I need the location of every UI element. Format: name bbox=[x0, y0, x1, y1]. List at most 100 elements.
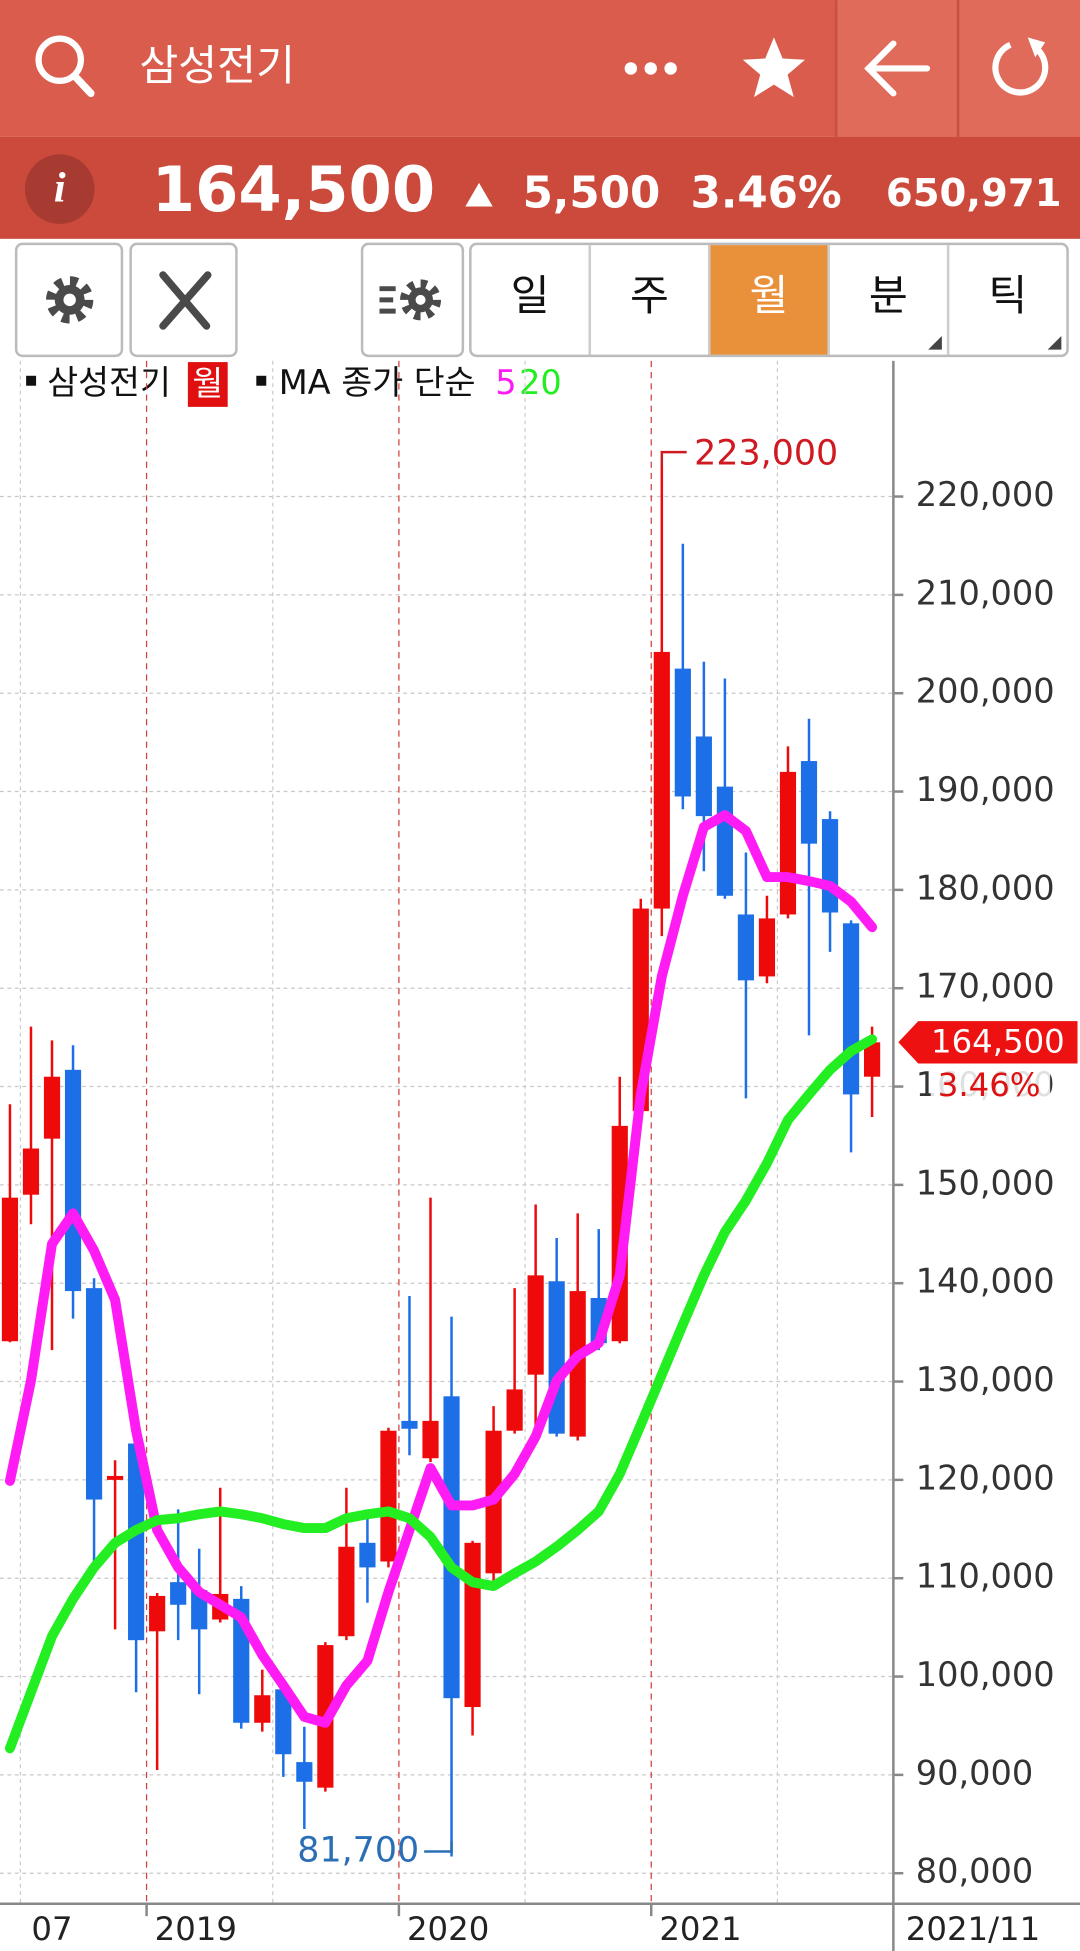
period-button[interactable]: 일 bbox=[511, 271, 550, 320]
current-price: 164,500 bbox=[152, 153, 435, 226]
plot-area bbox=[1, 467, 881, 1857]
x-tick-label: 2020 bbox=[407, 1910, 489, 1948]
candle-body bbox=[443, 1396, 460, 1699]
moving-average-line bbox=[4, 1034, 878, 1754]
chart: 80,000 90,000 100,000 110,000 120,000 130,000… bbox=[0, 360, 1080, 1951]
candle-body bbox=[758, 918, 776, 977]
legend-marker bbox=[256, 375, 267, 386]
candle-body bbox=[569, 1291, 586, 1437]
y-tick-label: 140,000 bbox=[916, 1262, 1055, 1301]
candle-body bbox=[695, 736, 712, 817]
min-label: 81,700 bbox=[297, 1831, 419, 1871]
period-selected-bg bbox=[709, 245, 829, 355]
legend-marker bbox=[26, 375, 37, 386]
candle-body bbox=[800, 761, 818, 844]
period-button[interactable]: 월 bbox=[749, 271, 788, 320]
y-tick-label: 120,000 bbox=[916, 1458, 1055, 1497]
candle-body bbox=[22, 1148, 40, 1195]
x-tick-label: 2021 bbox=[659, 1910, 741, 1948]
legend-period: 월 bbox=[192, 364, 223, 403]
candle-body bbox=[128, 1443, 145, 1641]
y-tick-label: 130,000 bbox=[916, 1360, 1055, 1399]
candle-body bbox=[716, 786, 733, 896]
y-tick-label: 80,000 bbox=[916, 1852, 1034, 1891]
favorite-button[interactable] bbox=[742, 37, 806, 98]
y-tick-label: 190,000 bbox=[916, 770, 1055, 809]
candle-body bbox=[85, 1288, 103, 1500]
volume: 650,971 bbox=[886, 171, 1062, 216]
x-tick-label: 07 bbox=[31, 1910, 72, 1948]
candle-body bbox=[338, 1546, 355, 1637]
candle-body bbox=[842, 923, 860, 1095]
candle-body bbox=[653, 651, 670, 909]
last-change-label: 3.46% bbox=[938, 1066, 1041, 1104]
refresh-button[interactable] bbox=[992, 37, 1049, 96]
y-tick-label: 100,000 bbox=[916, 1655, 1055, 1694]
last-price-tag bbox=[898, 1021, 1078, 1064]
candle-body bbox=[1, 1197, 19, 1342]
candle-body bbox=[864, 1042, 881, 1077]
period-corner bbox=[1047, 335, 1062, 350]
candle-body bbox=[674, 668, 691, 797]
search-button[interactable] bbox=[35, 35, 95, 98]
candle-body bbox=[107, 1475, 124, 1480]
candle-body bbox=[380, 1430, 397, 1562]
candle-body bbox=[401, 1420, 418, 1429]
last-price-label: 164,500 bbox=[931, 1023, 1065, 1061]
candle-body bbox=[422, 1420, 439, 1459]
period-button[interactable]: 틱 bbox=[988, 271, 1027, 320]
legend-ma-label: MA 종가 단순 bbox=[279, 363, 476, 402]
legend-period-badge bbox=[187, 362, 228, 407]
info-icon: i bbox=[54, 164, 66, 211]
candle-body bbox=[64, 1069, 82, 1292]
legend-item: 20 bbox=[519, 363, 562, 402]
candle-body bbox=[149, 1595, 166, 1632]
change-rate: 3.46% bbox=[691, 168, 842, 218]
app-header: 삼성전기 bbox=[0, 0, 1080, 137]
y-tick-label: 170,000 bbox=[916, 967, 1055, 1006]
max-marker bbox=[660, 450, 687, 468]
candle-body bbox=[170, 1582, 187, 1605]
candle-body bbox=[464, 1542, 481, 1708]
change-label-bg bbox=[930, 1067, 1051, 1105]
back-button[interactable] bbox=[864, 40, 931, 97]
x-tick-label: 2019 bbox=[155, 1910, 237, 1948]
candle-body bbox=[43, 1076, 61, 1139]
legend-item: 5 bbox=[495, 363, 516, 402]
y-tick-label: 110,000 bbox=[916, 1557, 1055, 1596]
period-button[interactable]: 분 bbox=[869, 271, 908, 320]
legend-symbol: 삼성전기 bbox=[47, 363, 171, 402]
y-tick-label: 180,000 bbox=[916, 868, 1055, 907]
stock-title[interactable]: 삼성전기 bbox=[139, 41, 295, 90]
period-corner bbox=[928, 335, 942, 350]
y-tick-label: 200,000 bbox=[916, 672, 1055, 711]
candle-body bbox=[254, 1695, 271, 1723]
y-tick-label: 210,000 bbox=[916, 573, 1055, 612]
candle-body bbox=[275, 1689, 292, 1755]
candle-body bbox=[296, 1762, 313, 1782]
more-button[interactable] bbox=[624, 62, 677, 75]
max-label: 223,000 bbox=[694, 434, 838, 474]
y-tick-label: 90,000 bbox=[916, 1753, 1034, 1792]
info-button[interactable] bbox=[24, 154, 95, 224]
moving-average-line bbox=[4, 810, 878, 1728]
candle-body bbox=[737, 914, 755, 981]
candle-body bbox=[548, 1281, 565, 1434]
up-arrow bbox=[465, 182, 493, 207]
candle-body bbox=[779, 771, 797, 915]
tools-icon bbox=[159, 271, 212, 330]
candle-body bbox=[359, 1542, 376, 1568]
candle-body bbox=[821, 819, 839, 913]
price-change: 5,500 bbox=[523, 168, 661, 218]
candle-body bbox=[527, 1275, 544, 1375]
period-button[interactable]: 주 bbox=[630, 271, 669, 320]
x-end-label: 2021/11 bbox=[906, 1910, 1040, 1948]
y-tick-label: 220,000 bbox=[916, 475, 1055, 514]
y-tick-label: 150,000 bbox=[916, 1163, 1055, 1202]
candle-body bbox=[506, 1389, 523, 1431]
legend: 삼성전기 월 MA 종가 단순 5 20 bbox=[26, 362, 562, 407]
quote-bar: i 164,500 5,500 3.46% 650,971 bbox=[0, 136, 1080, 239]
